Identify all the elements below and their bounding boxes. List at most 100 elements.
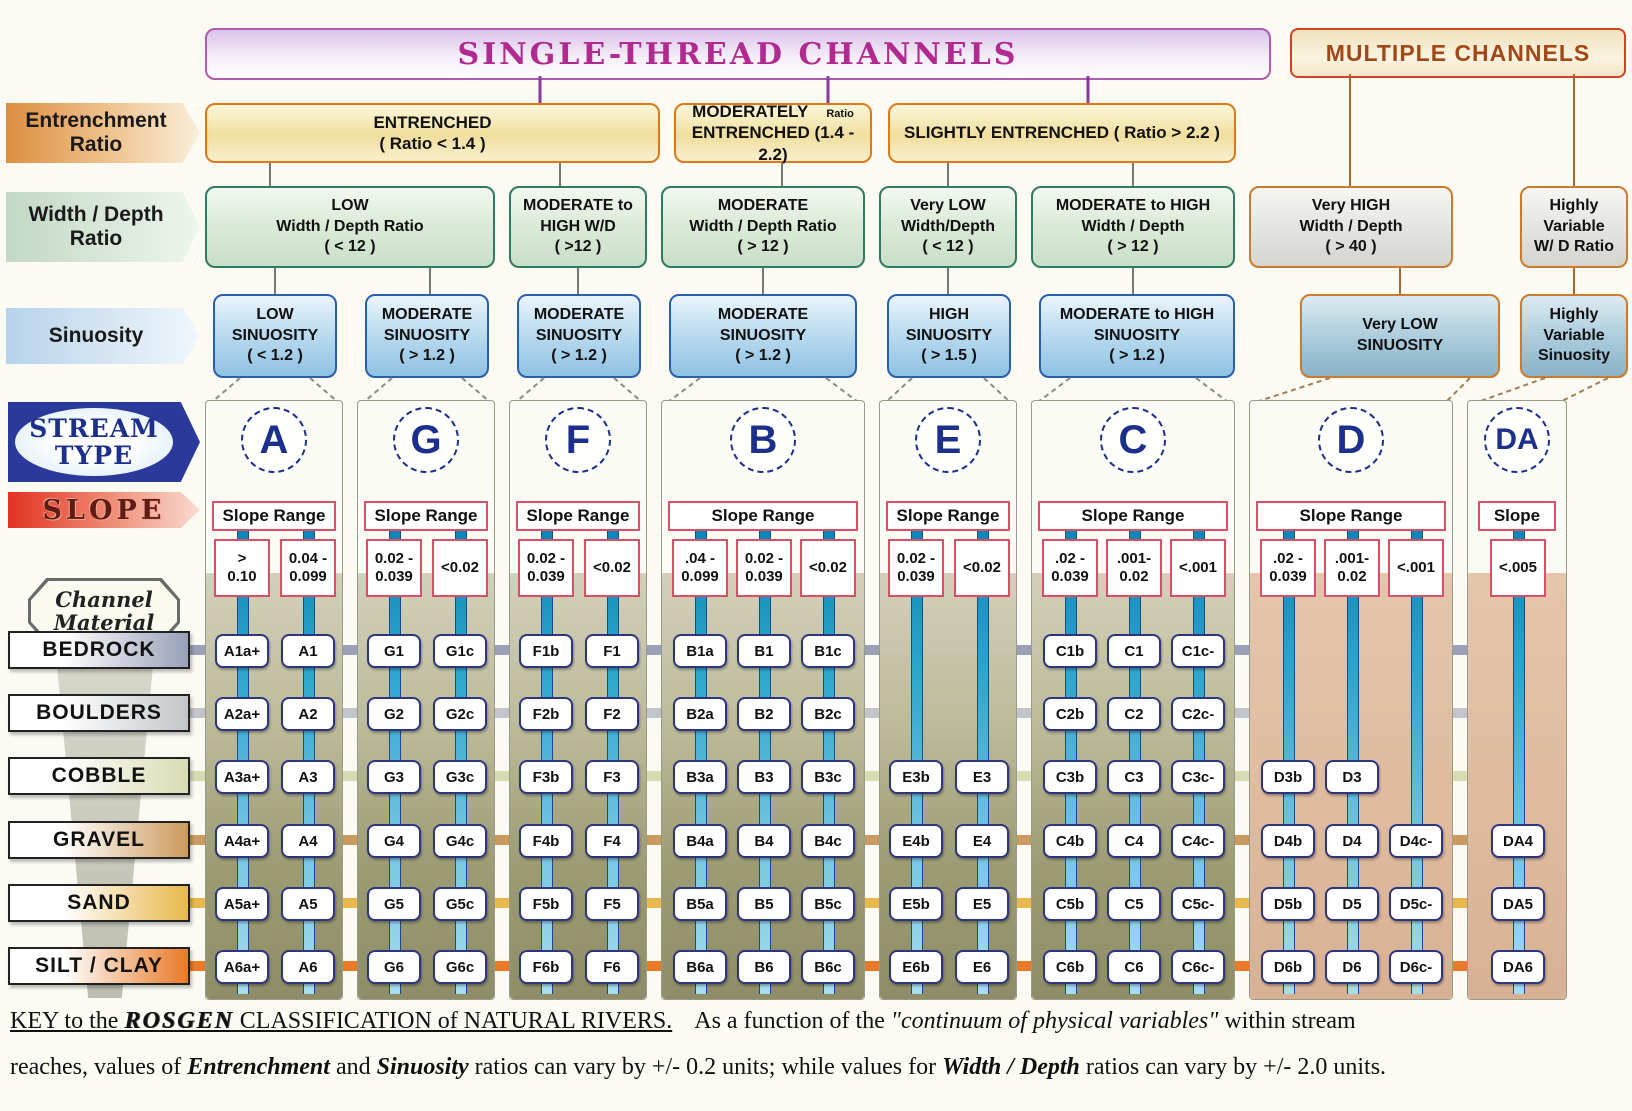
stream-cell: B6c — [801, 950, 855, 984]
slope-range-header: Slope Range — [886, 501, 1010, 531]
stream-cell: C4 — [1107, 824, 1161, 858]
stream-cell: C6 — [1107, 950, 1161, 984]
stream-type-circle-D: D — [1318, 407, 1384, 473]
stream-cell: C3 — [1107, 760, 1161, 794]
slope-box: <0.02 — [954, 539, 1010, 597]
stream-cell: G3 — [367, 760, 421, 794]
stream-cell: C1b — [1043, 634, 1097, 668]
stream-cell: B6a — [673, 950, 727, 984]
stream-cell: C6c- — [1171, 950, 1225, 984]
stream-cell: D6b — [1261, 950, 1315, 984]
slope-range-header: Slope Range — [516, 501, 640, 531]
stream-cell: F3b — [519, 760, 573, 794]
stream-cell: C5b — [1043, 887, 1097, 921]
stream-cell: DA6 — [1491, 950, 1545, 984]
stream-cell: E6 — [955, 950, 1009, 984]
width-depth-ratio-row-label: Width / Depth Ratio — [6, 192, 200, 262]
stream-cell: E4b — [889, 824, 943, 858]
panel-E: E Slope Range 0.02 -0.039 <0.02 E3b E4b … — [879, 400, 1017, 1000]
material-label-boulders: BOULDERS — [8, 694, 190, 732]
panel-F: F Slope Range 0.02 -0.039 <0.02 F1b F2b … — [509, 400, 647, 1000]
sin-box-moderate-b: MODERATE SINUOSITY( > 1.2 ) — [669, 294, 857, 378]
stream-cell: C3b — [1043, 760, 1097, 794]
stream-cell: E4 — [955, 824, 1009, 858]
stream-cell: E5b — [889, 887, 943, 921]
stream-cell: F1b — [519, 634, 573, 668]
slope-box: <.001 — [1388, 539, 1444, 597]
material-label-gravel: GRAVEL — [8, 821, 190, 859]
stream-cell: D5 — [1325, 887, 1379, 921]
stream-cell: F2b — [519, 697, 573, 731]
slope-box: >0.10 — [214, 539, 270, 597]
wd-box-mod-high: MODERATE to HIGH W/D( >12 ) — [509, 186, 647, 268]
stream-cell: A6a+ — [215, 950, 269, 984]
slope-box: 0.02 -0.039 — [366, 539, 422, 597]
stream-cell: C6b — [1043, 950, 1097, 984]
slope-box: .001- 0.02 — [1324, 539, 1380, 597]
stream-cell: C2 — [1107, 697, 1161, 731]
stream-cell: DA4 — [1491, 824, 1545, 858]
stream-cell: C1 — [1107, 634, 1161, 668]
stream-cell: E3 — [955, 760, 1009, 794]
slope-box: .02 -0.039 — [1260, 539, 1316, 597]
stream-type-circle-E: E — [915, 407, 981, 473]
stream-type-circle-DA: DA — [1484, 407, 1550, 473]
stream-cell: A2a+ — [215, 697, 269, 731]
stream-cell: E3b — [889, 760, 943, 794]
slope-box: .001- 0.02 — [1106, 539, 1162, 597]
stream-cell: C5c- — [1171, 887, 1225, 921]
panel-DA: DA Slope <.005 DA4 DA5 DA6 — [1467, 400, 1567, 1000]
single-thread-banner-label: SINGLE-THREAD CHANNELS — [457, 36, 1019, 72]
key-text-line-1: KEY to the ROSGEN CLASSIFICATION of NATU… — [10, 1008, 1356, 1034]
stream-cell: G2c — [433, 697, 487, 731]
stream-cell: G2 — [367, 697, 421, 731]
stream-cell: B3a — [673, 760, 727, 794]
stream-cell: B2 — [737, 697, 791, 731]
stream-cell: C5 — [1107, 887, 1161, 921]
entrenched-box: ENTRENCHED ( Ratio < 1.4 ) — [205, 103, 660, 163]
panel-C: C Slope Range .02 -0.039 .001- 0.02 <.001… — [1031, 400, 1235, 1000]
stream-cell: F2 — [585, 697, 639, 731]
stream-cell: D3 — [1325, 760, 1379, 794]
stream-cell: F6b — [519, 950, 573, 984]
stream-cell: A2 — [281, 697, 335, 731]
stream-cell: F4 — [585, 824, 639, 858]
material-label-silt-clay: SILT / CLAY — [8, 947, 190, 985]
stream-cell: B2c — [801, 697, 855, 731]
stream-cell: G6 — [367, 950, 421, 984]
wd-box-mod-to-high: MODERATE to HIGH Width / Depth( > 12 ) — [1031, 186, 1235, 268]
sin-box-low: LOW SINUOSITY( < 1.2 ) — [213, 294, 337, 378]
stream-cell: G5c — [433, 887, 487, 921]
stream-cell: A5 — [281, 887, 335, 921]
stream-cell: A4 — [281, 824, 335, 858]
stream-cell: G4c — [433, 824, 487, 858]
slope-range-header: Slope Range — [1038, 501, 1228, 531]
flow-stripe — [1513, 531, 1525, 994]
rosgen-word: ROSGEN — [124, 1008, 234, 1034]
stream-cell: B1a — [673, 634, 727, 668]
stream-cell: B3 — [737, 760, 791, 794]
stream-cell: D4 — [1325, 824, 1379, 858]
stream-cell: A6 — [281, 950, 335, 984]
stream-cell: F5b — [519, 887, 573, 921]
stream-type-circle-G: G — [393, 407, 459, 473]
stream-cell: DA5 — [1491, 887, 1545, 921]
stream-cell: G5 — [367, 887, 421, 921]
slope-range-header: Slope Range — [1256, 501, 1446, 531]
stream-cell: A4a+ — [215, 824, 269, 858]
stream-cell: B5a — [673, 887, 727, 921]
stream-cell: A3 — [281, 760, 335, 794]
stream-cell: B3c — [801, 760, 855, 794]
stream-type-row-label: STREAM TYPE — [8, 402, 200, 482]
stream-cell: B1 — [737, 634, 791, 668]
slope-box: 0.04 -0.099 — [280, 539, 336, 597]
stream-cell: D4b — [1261, 824, 1315, 858]
slope-box: <0.02 — [800, 539, 856, 597]
stream-cell: B5 — [737, 887, 791, 921]
slope-box: 0.02 -0.039 — [888, 539, 944, 597]
slope-header: Slope — [1478, 501, 1556, 531]
slope-box: <.005 — [1490, 539, 1546, 597]
multiple-channels-banner: MULTIPLE CHANNELS — [1290, 28, 1626, 78]
slightly-entrenched-box: SLIGHTLY ENTRENCHED ( Ratio > 2.2 ) — [888, 103, 1236, 163]
